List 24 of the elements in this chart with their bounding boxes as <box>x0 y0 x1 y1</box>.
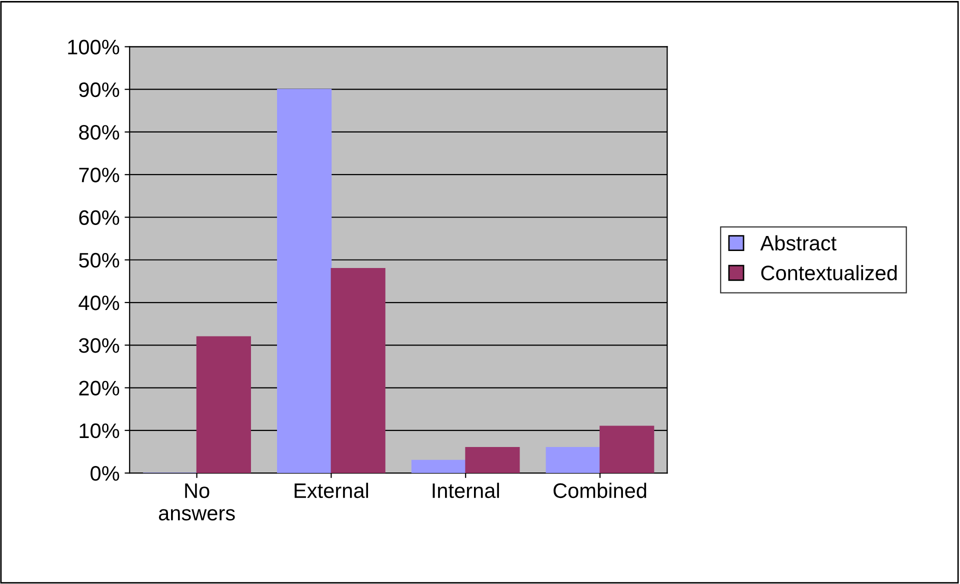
y-tick-label: 100% <box>68 40 120 54</box>
bar <box>330 268 386 474</box>
y-tick-label: 20% <box>79 380 120 396</box>
legend-label: Abstract <box>760 235 836 251</box>
bar <box>600 426 654 474</box>
y-tick-label: 40% <box>78 296 120 310</box>
x-tick-label: Combined <box>554 482 646 498</box>
x-tick-label: Internal <box>432 482 499 498</box>
bar <box>411 460 466 474</box>
y-tick-label: 30% <box>78 338 120 353</box>
y-tick-label: 70% <box>79 168 120 182</box>
bar <box>546 447 600 474</box>
y-tick-label: 0% <box>90 466 120 481</box>
y-tick-label: 10% <box>80 423 120 438</box>
y-tick-label: 80% <box>79 124 120 140</box>
bar <box>277 88 332 474</box>
bar <box>196 336 251 474</box>
y-tick-label: 50% <box>79 252 120 268</box>
y-tick-label: 60% <box>79 210 120 225</box>
x-tick-label: No answers <box>158 484 235 521</box>
x-tick-label: External <box>294 482 368 498</box>
bar <box>465 447 520 474</box>
y-tick-label: 90% <box>79 82 120 98</box>
legend-label: Contextualized <box>761 265 897 280</box>
